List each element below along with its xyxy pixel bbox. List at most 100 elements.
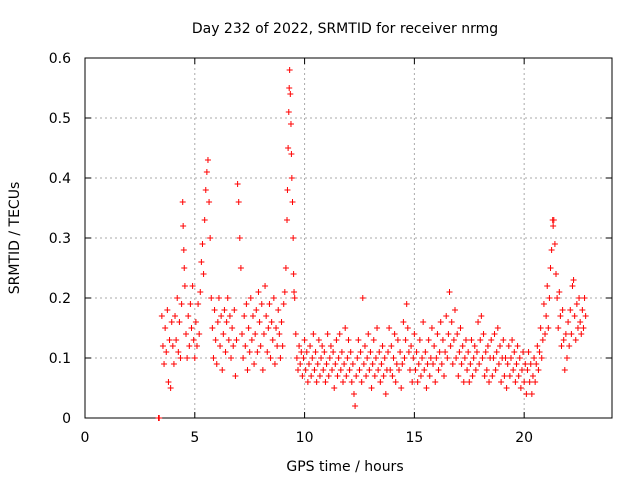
- data-point: [219, 367, 226, 373]
- data-point: [381, 355, 388, 361]
- data-point: [159, 343, 166, 349]
- data-point: [522, 361, 529, 367]
- data-point: [207, 235, 214, 241]
- data-point: [434, 331, 441, 337]
- data-point: [274, 343, 281, 349]
- data-point: [228, 355, 235, 361]
- data-point: [241, 313, 248, 319]
- data-point: [265, 325, 272, 331]
- data-point: [337, 367, 344, 373]
- data-point: [164, 307, 171, 313]
- data-point: [284, 217, 291, 223]
- data-point: [425, 337, 432, 343]
- data-point: [331, 385, 338, 391]
- data-point: [193, 343, 200, 349]
- data-point: [244, 367, 251, 373]
- data-point: [550, 223, 557, 229]
- data-point: [509, 337, 516, 343]
- data-point: [369, 361, 376, 367]
- data-point: [571, 313, 578, 319]
- data-point: [192, 319, 199, 325]
- data-point: [178, 301, 185, 307]
- data-point: [461, 355, 468, 361]
- data-point: [458, 361, 465, 367]
- data-point: [500, 337, 507, 343]
- y-axis-label: SRMTID / TECUs: [7, 182, 23, 295]
- data-point: [379, 343, 386, 349]
- data-point: [565, 319, 572, 325]
- data-point: [483, 367, 490, 373]
- data-point: [579, 307, 586, 313]
- data-point: [540, 301, 547, 307]
- data-point: [371, 373, 378, 379]
- data-point: [411, 331, 418, 337]
- data-point: [489, 373, 496, 379]
- chart-title: Day 232 of 2022, SRMTID for receiver nrm…: [192, 21, 498, 37]
- data-point: [392, 379, 399, 385]
- data-point: [469, 373, 476, 379]
- data-point: [230, 343, 237, 349]
- data-point: [453, 355, 460, 361]
- y-tick-label: 0.2: [49, 291, 71, 307]
- data-point: [386, 325, 393, 331]
- data-point: [558, 343, 565, 349]
- x-tick-label: 10: [296, 430, 314, 446]
- x-tick-label: 5: [190, 430, 199, 446]
- data-point: [203, 169, 210, 175]
- data-point: [416, 337, 423, 343]
- data-point: [488, 337, 495, 343]
- data-point: [481, 373, 488, 379]
- data-point: [498, 379, 505, 385]
- data-point: [335, 355, 342, 361]
- data-point: [414, 379, 421, 385]
- data-point: [466, 379, 473, 385]
- data-point: [387, 367, 394, 373]
- data-point: [206, 199, 213, 205]
- data-point: [286, 85, 293, 91]
- data-point: [167, 385, 174, 391]
- data-point: [361, 343, 368, 349]
- data-point: [372, 355, 379, 361]
- data-point: [420, 319, 427, 325]
- data-point: [232, 373, 239, 379]
- data-point: [290, 271, 297, 277]
- data-point: [533, 361, 540, 367]
- data-point: [345, 337, 352, 343]
- data-point: [535, 367, 542, 373]
- data-point: [394, 337, 401, 343]
- data-point: [247, 295, 254, 301]
- data-point: [338, 349, 345, 355]
- data-point: [502, 355, 509, 361]
- data-point: [390, 355, 397, 361]
- data-point: [551, 241, 558, 247]
- data-point: [168, 319, 175, 325]
- data-point: [435, 367, 442, 373]
- data-point: [490, 355, 497, 361]
- data-point: [314, 361, 321, 367]
- data-point: [324, 331, 331, 337]
- data-point: [329, 367, 336, 373]
- data-point: [291, 289, 298, 295]
- data-point: [576, 295, 583, 301]
- data-point: [450, 337, 457, 343]
- data-point: [224, 295, 231, 301]
- y-tick-label: 0.6: [49, 51, 71, 67]
- data-point: [360, 361, 367, 367]
- data-point: [233, 337, 240, 343]
- data-point: [512, 379, 519, 385]
- data-point: [242, 343, 249, 349]
- data-point: [243, 301, 250, 307]
- data-point: [312, 349, 319, 355]
- data-point: [449, 361, 456, 367]
- data-point: [251, 361, 258, 367]
- data-point: [445, 331, 452, 337]
- data-point: [288, 175, 295, 181]
- data-point: [545, 325, 552, 331]
- data-point: [491, 331, 498, 337]
- data-point: [570, 277, 577, 283]
- data-point: [482, 349, 489, 355]
- data-point: [343, 373, 350, 379]
- data-point: [346, 367, 353, 373]
- data-point: [378, 361, 385, 367]
